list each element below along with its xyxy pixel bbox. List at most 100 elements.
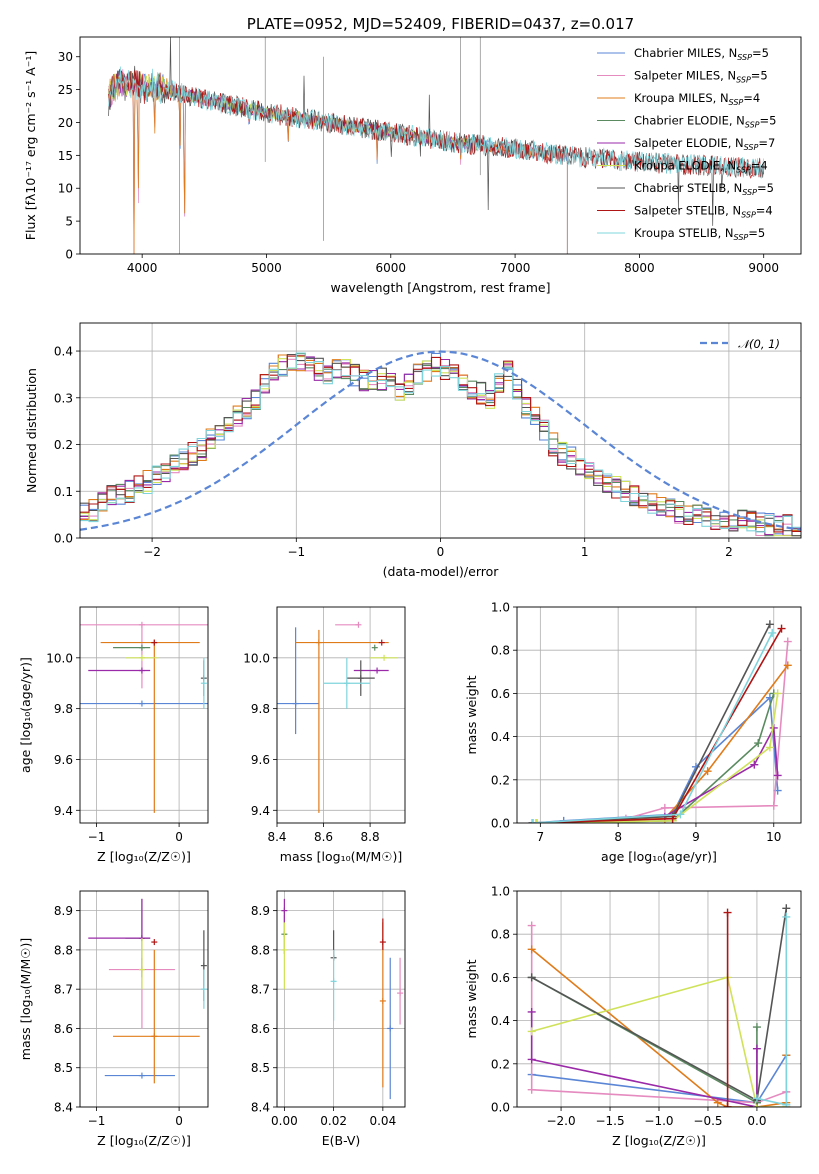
x-axis-label: (data-model)/error [383, 564, 500, 579]
x-tick-label: 2 [725, 545, 733, 559]
spectrum-panel: 4000 5000 6000 7000 8000 9000 0 5 10 15 20 25 30 wave… [23, 15, 802, 295]
y-tick-label: 1.0 [491, 601, 510, 615]
data-point [88, 667, 151, 674]
series-marker [754, 739, 763, 748]
series-marker [713, 1098, 722, 1107]
y-axis-label: mass weight [464, 959, 479, 1038]
y-tick-label: 0.0 [491, 817, 510, 831]
series-line [536, 725, 779, 823]
x-tick-label: 8000 [624, 261, 655, 275]
data-point [371, 644, 378, 651]
series-line [530, 1012, 758, 1107]
y-tick-label: 0.0 [54, 532, 73, 546]
histogram-step [80, 352, 801, 533]
data-point [104, 1072, 175, 1079]
y-tick-label: 0.8 [491, 644, 510, 658]
series-marker [723, 1103, 732, 1107]
series-marker [527, 973, 536, 982]
y-tick-label: 8.9 [54, 904, 73, 918]
series-line [532, 632, 773, 823]
x-tick-label: −1 [88, 1114, 106, 1128]
series-line [532, 628, 783, 823]
data-point [379, 918, 386, 950]
y-tick-label: 25 [58, 83, 73, 97]
x-tick-label: 0.02 [320, 1114, 347, 1128]
grid-lines [517, 890, 801, 1108]
x-tick-label: 8.6 [314, 830, 333, 844]
series-marker [783, 661, 792, 670]
y-tick-label: 10.0 [243, 651, 270, 665]
legend-entry: Salpeter STELIB, NSSP=4 [634, 204, 773, 220]
plot-area [277, 621, 399, 813]
plot-area [528, 620, 792, 823]
y-tick-label: 8.9 [251, 904, 270, 918]
data-point [113, 644, 151, 651]
legend-tail: =4 [751, 159, 768, 173]
axes-frame [516, 890, 802, 1108]
y-tick-label: 5 [65, 215, 73, 229]
legend-entry: Chabrier ELODIE, NSSP=5 [634, 114, 776, 130]
series-marker [768, 628, 777, 637]
grid-lines [80, 607, 208, 823]
data-point [353, 667, 389, 674]
series-line [532, 641, 789, 823]
series-marker [752, 1044, 761, 1053]
y-tick-label: 0 [65, 248, 73, 262]
spectrum-line [108, 71, 568, 254]
series-line [536, 664, 789, 823]
spectrum-line [108, 37, 764, 226]
y-tick-label: 0.6 [491, 971, 510, 985]
legend-label: Salpeter ELODIE, N [634, 136, 744, 150]
series-marker [668, 814, 677, 823]
legend-entry: 𝒩(0, 1) [738, 337, 780, 351]
y-tick-label: 8.5 [54, 1061, 73, 1075]
x-tick-label: 9 [692, 830, 700, 844]
y-tick-label: 10.0 [46, 651, 73, 665]
series-marker [765, 620, 774, 629]
grid-lines [80, 891, 208, 1108]
weight-vs-metallicity-panel: −2.0 −1.5 −1.0 −0.5 0.0 0.0 0.2 0.4 0.6 0.8 1.0 Z [… [464, 885, 802, 1148]
series-marker [750, 760, 759, 769]
series-marker [527, 921, 536, 930]
y-tick-label: 1.0 [491, 885, 510, 899]
x-tick-label: −1 [287, 545, 305, 559]
x-tick-label: −2.0 [546, 1114, 575, 1128]
legend-tail: =4 [756, 204, 773, 218]
legend-label: Kroupa ELODIE, N [634, 159, 736, 173]
y-tick-label: 15 [58, 149, 73, 163]
grid-lines [517, 606, 801, 824]
axes-frame [79, 322, 802, 539]
y-tick-label: 8.8 [54, 943, 73, 957]
y-tick-label: 30 [58, 50, 73, 64]
legend-subscript: SSP [737, 53, 752, 62]
data-point [138, 938, 145, 990]
data-point [151, 939, 158, 946]
x-tick-label: 8.8 [361, 830, 380, 844]
axes-frame [79, 606, 209, 824]
x-tick-label: 8 [614, 830, 622, 844]
series-line [536, 693, 775, 823]
y-tick-label: 0.2 [54, 438, 73, 452]
series-marker [532, 819, 541, 823]
y-tick-label: 8.4 [54, 1101, 73, 1115]
series-marker [773, 771, 782, 780]
y-tick-label: 0.2 [491, 773, 510, 787]
series-marker [528, 819, 537, 823]
data-point [335, 621, 362, 628]
data-point [113, 949, 200, 1084]
legend-label: Kroupa MILES, N [634, 91, 729, 105]
y-tick-label: 9.8 [251, 702, 270, 716]
x-tick-label: 0 [437, 545, 445, 559]
data-point [295, 629, 389, 813]
weight-vs-age-panel: 7 8 9 10 0.0 0.2 0.4 0.6 0.8 1.0 age [log₁₀(age/yr… [464, 601, 802, 864]
series-marker [769, 801, 778, 810]
series-marker [723, 908, 732, 917]
data-point [387, 957, 394, 1100]
series-line [532, 623, 771, 823]
data-point [80, 621, 208, 689]
legend-tail: =5 [748, 226, 765, 240]
y-tick-label: 8.4 [251, 1101, 270, 1115]
series-line [536, 693, 779, 823]
